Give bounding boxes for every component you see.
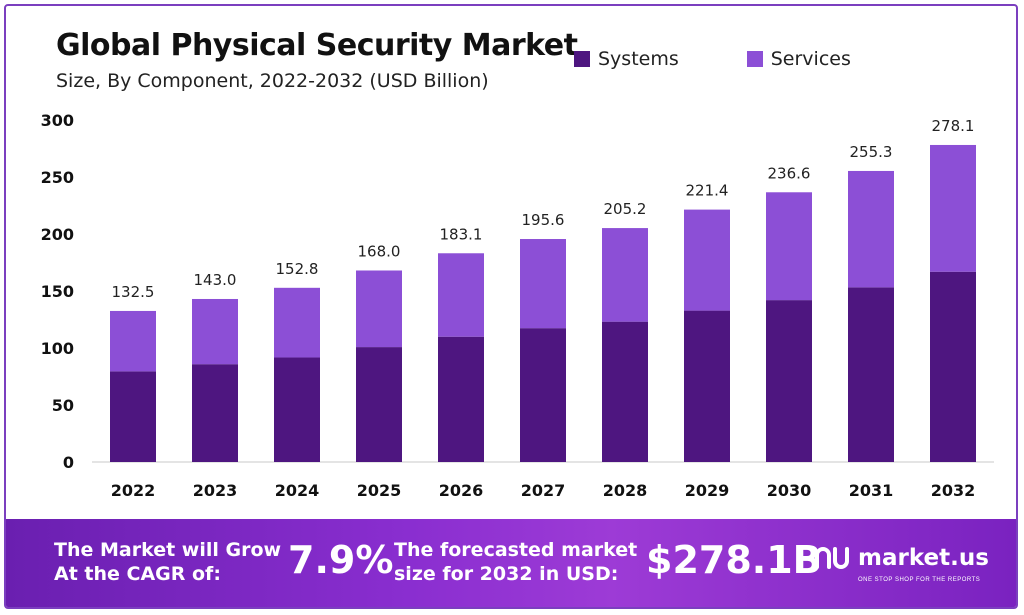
bar-systems <box>848 287 894 462</box>
y-tick-label: 50 <box>52 396 74 415</box>
y-tick-label: 100 <box>41 339 74 358</box>
forecast-text: The forecasted market size for 2032 in U… <box>394 538 637 586</box>
x-tick-label: 2029 <box>685 481 730 500</box>
legend-swatch-services <box>746 51 763 67</box>
bar-total-label: 255.3 <box>850 143 893 161</box>
cagr-value: 7.9% <box>288 538 394 582</box>
bar-total-label: 143.0 <box>194 271 237 289</box>
bar-services <box>602 228 648 322</box>
bar-total-label: 132.5 <box>112 283 155 301</box>
bar-total-label: 168.0 <box>358 242 401 260</box>
bar-systems <box>766 300 812 462</box>
logo: market.us ONE STOP SHOP FOR THE REPORTS <box>814 543 989 583</box>
legend-swatch-systems <box>574 51 590 67</box>
bar-total-label: 278.1 <box>932 117 975 135</box>
bar-services <box>192 298 238 365</box>
x-tick-label: 2031 <box>849 481 894 500</box>
bar-systems <box>438 336 484 462</box>
x-tick-label: 2026 <box>439 481 484 500</box>
chart-subtitle: Size, By Component, 2022-2032 (USD Billi… <box>56 70 489 92</box>
bar-services <box>684 209 730 311</box>
bar-systems <box>684 310 730 462</box>
y-tick-label: 200 <box>41 225 74 244</box>
y-tick-label: 250 <box>41 168 74 187</box>
y-tick-label: 300 <box>41 111 74 130</box>
logo-name: market.us <box>858 545 989 571</box>
bar-total-label: 236.6 <box>768 164 811 182</box>
bar-services <box>438 253 484 337</box>
bar-services <box>356 270 402 348</box>
bar-services <box>520 239 566 329</box>
bar-systems <box>274 357 320 462</box>
grow-text-line1: The Market will Grow <box>54 539 282 561</box>
bar-services <box>274 287 320 358</box>
bar-systems <box>356 347 402 462</box>
summary-banner: The Market will Grow At the CAGR of: 7.9… <box>6 519 1016 607</box>
x-tick-label: 2032 <box>931 481 976 500</box>
bar-total-label: 195.6 <box>522 211 565 229</box>
bar-chart: 0 50 100 150 200 250 300 132.5 2022 143.0 2023 152.… <box>41 111 994 500</box>
forecast-text-line2: size for 2032 in USD: <box>394 563 619 585</box>
y-tick-label: 0 <box>63 453 74 472</box>
bar-services <box>110 310 156 372</box>
bar-systems <box>110 371 156 462</box>
bar-services <box>848 170 894 288</box>
bar-systems <box>930 271 976 462</box>
chart-frame: Global Physical Security Market Size, By… <box>4 4 1018 609</box>
bar-total-label: 152.8 <box>276 260 319 278</box>
x-tick-label: 2027 <box>521 481 566 500</box>
market-us-logo-icon <box>815 547 849 569</box>
chart-title: Global Physical Security Market <box>56 28 578 63</box>
legend-label-services: Services <box>770 48 851 70</box>
bar-total-label: 183.1 <box>440 225 483 243</box>
logo-tagline: ONE STOP SHOP FOR THE REPORTS <box>858 577 981 583</box>
legend: Systems Services <box>574 48 851 70</box>
grow-text: The Market will Grow At the CAGR of: <box>54 538 281 586</box>
legend-label-systems: Systems <box>598 48 679 70</box>
bar-services <box>930 144 976 272</box>
forecast-value: $278.1B <box>646 538 822 582</box>
bar-systems <box>520 328 566 462</box>
x-tick-label: 2022 <box>111 481 156 500</box>
bar-systems <box>602 321 648 462</box>
x-tick-label: 2030 <box>767 481 812 500</box>
x-tick-label: 2023 <box>193 481 238 500</box>
legend-item-services: Services <box>746 48 851 70</box>
y-tick-label: 150 <box>41 282 74 301</box>
grow-text-line2: At the CAGR of: <box>54 563 221 585</box>
bar-total-label: 205.2 <box>604 200 647 218</box>
forecast-text-line1: The forecasted market <box>394 539 638 561</box>
bar-systems <box>192 364 238 462</box>
bar-total-label: 221.4 <box>686 182 729 200</box>
x-tick-label: 2024 <box>275 481 320 500</box>
x-tick-label: 2025 <box>357 481 402 500</box>
x-tick-label: 2028 <box>603 481 648 500</box>
legend-item-systems: Systems <box>574 48 679 70</box>
bar-services <box>766 192 812 301</box>
